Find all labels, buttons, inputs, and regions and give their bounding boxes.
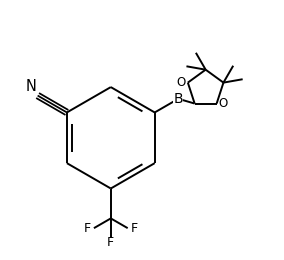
Text: O: O [177,76,186,89]
Text: F: F [131,222,138,235]
Text: N: N [26,79,36,94]
Text: O: O [219,96,228,109]
Text: F: F [84,222,91,235]
Text: B: B [174,92,183,106]
Text: F: F [107,236,114,249]
